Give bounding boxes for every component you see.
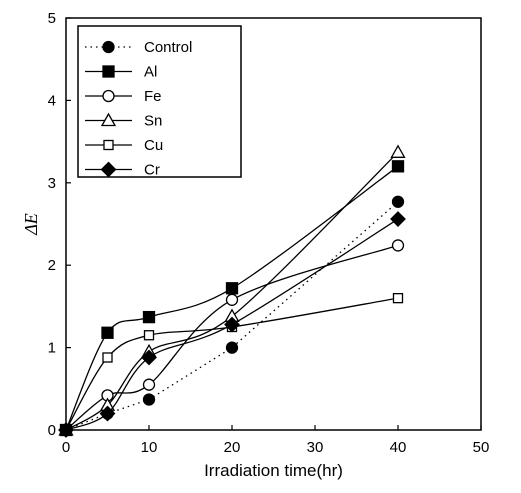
- y-tick-label: 1: [48, 340, 56, 357]
- legend-label: Cu: [144, 137, 163, 154]
- data-point: [224, 316, 240, 333]
- y-tick-label: 2: [48, 257, 56, 274]
- legend-label: Al: [144, 64, 157, 81]
- legend-marker: [102, 65, 115, 78]
- x-tick-label: 40: [390, 439, 407, 456]
- data-point: [391, 239, 405, 252]
- x-tick-label: 10: [141, 439, 158, 456]
- data-point: [225, 282, 239, 295]
- data-point: [391, 195, 405, 208]
- legend-marker: [100, 161, 117, 178]
- legend-marker: [100, 112, 117, 127]
- data-point: [225, 293, 239, 306]
- series-cr: [58, 211, 406, 438]
- x-tick-label: 0: [62, 439, 70, 456]
- legend-item-cu: Cu: [85, 137, 163, 154]
- data-point: [99, 405, 116, 422]
- legend-label: Cr: [144, 162, 160, 179]
- legend-item-fe: Fe: [85, 88, 162, 105]
- data-point: [141, 349, 157, 366]
- legend-item-al: Al: [85, 64, 157, 81]
- data-point: [142, 310, 156, 324]
- y-axis-title: ΔE: [21, 213, 41, 236]
- data-point: [391, 160, 405, 173]
- legend-marker: [102, 89, 115, 103]
- data-point: [102, 352, 113, 363]
- legend-label: Sn: [144, 113, 162, 130]
- x-tick-label: 20: [224, 439, 241, 456]
- legend-label: Control: [144, 39, 192, 56]
- data-point: [390, 211, 406, 227]
- y-tick-label: 5: [48, 10, 56, 27]
- series-line: [65, 297, 399, 431]
- legend-label: Fe: [144, 88, 162, 105]
- data-point: [225, 341, 239, 354]
- data-point: [392, 293, 404, 304]
- x-tick-label: 50: [473, 439, 490, 456]
- y-tick-label: 0: [48, 422, 56, 439]
- legend-item-control: Control: [85, 39, 192, 56]
- data-point: [142, 378, 156, 391]
- plot-frame: [65, 17, 482, 431]
- legend-marker: [102, 40, 115, 54]
- x-axis-title: Irradiation time(hr): [204, 461, 343, 480]
- legend-item-cr: Cr: [85, 162, 160, 179]
- data-point: [390, 144, 406, 158]
- legend-marker: [103, 139, 114, 151]
- data-point: [143, 330, 155, 341]
- data-point: [101, 326, 114, 339]
- series-line: [65, 165, 399, 431]
- x-tick-label: 30: [307, 439, 324, 456]
- legend-item-sn: Sn: [85, 113, 162, 130]
- y-tick-label: 4: [48, 92, 56, 109]
- data-point: [142, 393, 156, 406]
- y-tick-label: 3: [48, 175, 56, 192]
- data-point: [58, 422, 74, 438]
